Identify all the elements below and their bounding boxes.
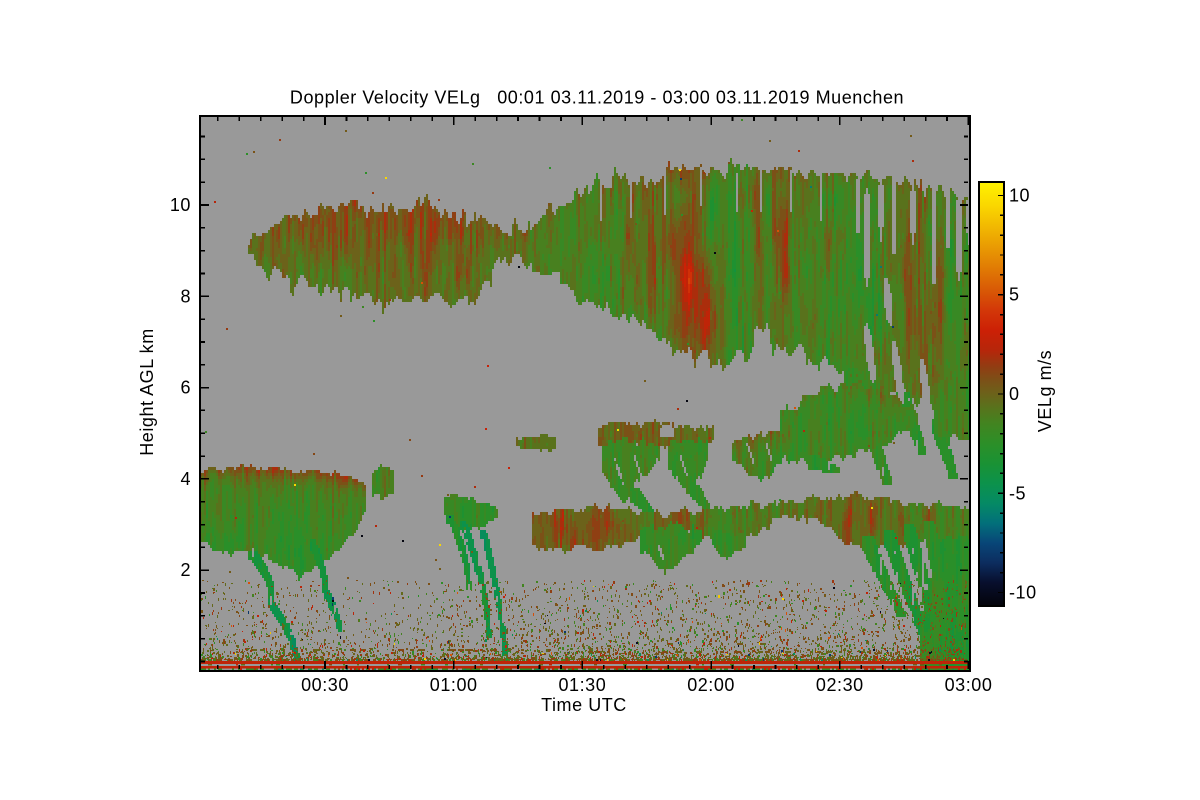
svg-text:02:00: 02:00 (687, 675, 735, 695)
svg-text:03:00: 03:00 (945, 675, 993, 695)
svg-text:5: 5 (1009, 285, 1020, 305)
svg-text:01:30: 01:30 (559, 675, 607, 695)
svg-text:Doppler Velocity VELg 00:01: Doppler Velocity VELg 00:01 03.11.2019 -… (290, 88, 904, 108)
svg-text:01:00: 01:00 (430, 675, 478, 695)
svg-text:4: 4 (180, 469, 191, 489)
svg-text:6: 6 (180, 378, 191, 398)
svg-text:-10: -10 (1009, 583, 1037, 603)
svg-text:VELg m/s: VELg m/s (1035, 350, 1055, 432)
svg-text:00:30: 00:30 (301, 675, 349, 695)
svg-text:2: 2 (180, 560, 191, 580)
svg-text:10: 10 (1009, 186, 1030, 206)
svg-text:10: 10 (170, 195, 191, 215)
svg-text:8: 8 (180, 286, 191, 306)
svg-text:0: 0 (1009, 384, 1020, 404)
svg-text:-5: -5 (1009, 483, 1026, 503)
svg-text:Time UTC: Time UTC (541, 695, 627, 715)
svg-text:Height AGL km: Height AGL km (137, 328, 157, 456)
svg-text:02:30: 02:30 (816, 675, 864, 695)
